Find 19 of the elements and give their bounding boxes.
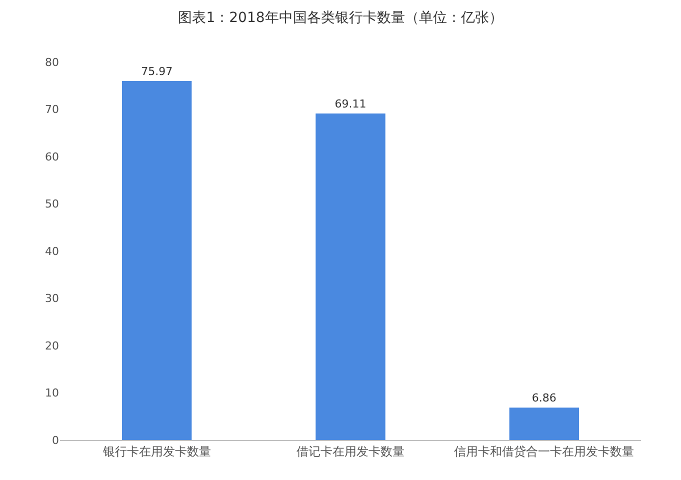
data-label: 69.11 [334, 97, 366, 110]
y-tick-label: 20 [45, 339, 59, 352]
y-tick-label: 40 [45, 244, 59, 258]
bar [122, 81, 192, 440]
y-tick-label: 80 [45, 56, 59, 69]
y-tick-label: 60 [45, 150, 59, 164]
y-tick-label: 0 [52, 434, 59, 447]
y-tick-label: 10 [45, 386, 59, 400]
x-tick-label: 银行卡在用发卡数量 [102, 444, 211, 458]
data-label: 6.86 [532, 392, 556, 405]
bar [509, 408, 580, 440]
x-tick-label: 信用卡和借贷合一卡在用发卡数量 [454, 444, 634, 458]
data-label: 75.97 [141, 65, 173, 78]
y-tick-label: 70 [45, 103, 59, 116]
y-tick-label: 50 [45, 198, 59, 211]
bar [316, 113, 386, 440]
x-tick-label: 借记卡在用发卡数量 [296, 444, 404, 458]
y-tick-label: 30 [45, 292, 59, 306]
chart-title: 图表1：2018年中国各类银行卡数量（单位：亿张） [178, 10, 503, 26]
